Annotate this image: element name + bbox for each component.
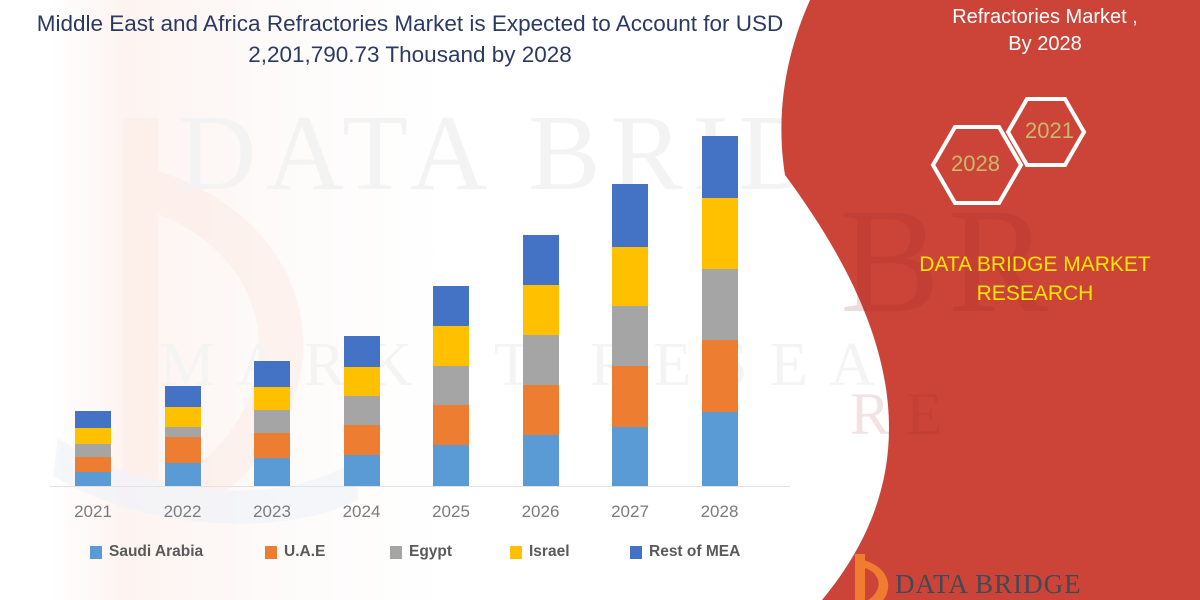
bar-segment-2026-israel: [522, 284, 559, 335]
red-panel-shape: [781, 0, 1200, 600]
bar-2023: [254, 361, 290, 486]
bar-segment-2021-restofmea: [75, 411, 111, 428]
bar-2028: [701, 135, 738, 486]
bar-segment-2027-egypt: [612, 306, 648, 366]
panel-watermark-small: RE: [850, 381, 959, 447]
footer-logo-title: DATA BRIDGE: [895, 569, 1082, 599]
bar-segment-2022-israel: [164, 407, 201, 428]
legend-swatch-icon: [630, 545, 642, 559]
x-tick-2028: 2028: [700, 502, 739, 521]
bar-2026: [522, 234, 559, 486]
bar-segment-2024-saudiarabia: [343, 455, 380, 486]
legend-item-saudiarabia[interactable]: Saudi Arabia: [90, 543, 203, 561]
legend-label: Rest of MEA: [649, 543, 741, 560]
legend-item-egypt[interactable]: Egypt: [390, 543, 452, 561]
bar-segment-2024-restofmea: [343, 336, 380, 368]
legend-swatch-icon: [265, 545, 277, 559]
data-bridge-b-logo-icon: [855, 554, 889, 600]
hexagon-2021-icon: [1005, 97, 1087, 167]
hexagon-2028-icon: [930, 125, 1024, 205]
legend-label: Israel: [529, 543, 570, 560]
page-title: Middle East and Africa Refractories Mark…: [30, 8, 790, 70]
brand-line-1: DATA BRIDGE MARKET: [919, 253, 1151, 276]
x-tick-2024: 2024: [342, 502, 381, 521]
panel-title: Refractories Market , By 2028: [900, 4, 1190, 58]
bar-segment-2022-egypt: [164, 427, 201, 438]
bar-segment-2026-egypt: [522, 334, 559, 385]
bar-segment-2021-uae: [75, 456, 111, 473]
bar-segment-2022-restofmea: [164, 386, 201, 408]
bar-2022: [164, 386, 201, 486]
bar-segment-2023-egypt: [254, 410, 290, 434]
bar-segment-2026-restofmea: [522, 234, 559, 285]
bar-segment-2025-uae: [433, 405, 469, 445]
legend-item-israel[interactable]: Israel: [510, 543, 570, 561]
legend-item-restofmea[interactable]: Rest of MEA: [630, 543, 740, 561]
bar-segment-2023-israel: [254, 387, 290, 411]
bar-segment-2024-israel: [343, 367, 380, 397]
legend-swatch-icon: [90, 545, 102, 559]
legend-label: U.A.E: [284, 543, 326, 560]
bar-segment-2026-saudiarabia: [522, 434, 559, 486]
bar-segment-2025-egypt: [433, 366, 469, 406]
page-title-line-2: for USD 2,201,790.73 Thousand by 2028: [248, 11, 784, 67]
bar-segment-2023-uae: [254, 433, 290, 459]
legend-label: Egypt: [409, 543, 453, 560]
stacked-bar-chart: 2021 2022 2023 2024 2025 2026 2027 2028: [50, 135, 790, 521]
legend-swatch-icon: [390, 545, 402, 559]
panel-title-line-2: By 2028: [1008, 33, 1082, 55]
bar-segment-2027-saudiarabia: [612, 427, 648, 486]
right-red-panel: BR RE Refractories Market , By 2028 2028…: [780, 0, 1200, 600]
x-tick-2022: 2022: [163, 502, 202, 521]
bar-segment-2022-uae: [164, 437, 201, 463]
brand-name: DATA BRIDGE MARKET RESEARCH: [880, 250, 1190, 308]
panel-watermark-big: BR: [840, 178, 1057, 344]
bar-segment-2027-israel: [612, 247, 648, 307]
legend-swatch-icon: [510, 545, 522, 559]
bar-segment-2025-saudiarabia: [433, 444, 469, 486]
bar-2025: [433, 286, 469, 486]
bar-segment-2025-israel: [433, 326, 469, 367]
chart-legend: Saudi Arabia U.A.E Egypt Israel Rest of MEA: [60, 540, 800, 564]
bar-segment-2028-restofmea: [701, 135, 738, 198]
hexagon-shapes-icon: [930, 97, 1087, 205]
footer-logo: DATA BRIDGE MARKET RESEARCH: [845, 536, 1081, 600]
bar-segment-2023-saudiarabia: [254, 458, 290, 486]
bar-segment-2024-egypt: [343, 396, 380, 426]
bar-segment-2021-egypt: [75, 444, 111, 457]
brand-line-2: RESEARCH: [976, 282, 1094, 305]
bar-segment-2025-restofmea: [433, 286, 469, 327]
bar-segment-2023-restofmea: [254, 361, 290, 388]
red-panel-content: BR RE Refractories Market , By 2028 2028…: [780, 0, 1200, 600]
panel-title-line-1: Refractories Market ,: [952, 6, 1138, 28]
bar-segment-2021-saudiarabia: [75, 472, 111, 486]
x-tick-2027: 2027: [611, 502, 649, 521]
x-tick-2026: 2026: [521, 502, 560, 521]
x-tick-2023: 2023: [253, 502, 291, 521]
bar-2024: [343, 336, 380, 486]
bar-2027: [612, 184, 648, 486]
legend-item-uae[interactable]: U.A.E: [265, 543, 325, 561]
x-tick-2025: 2025: [432, 502, 470, 521]
hexagon-group: 2028 2021: [900, 90, 1190, 240]
bar-segment-2028-saudiarabia: [701, 411, 738, 486]
bar-segment-2024-uae: [343, 425, 380, 456]
bar-segment-2027-uae: [612, 366, 648, 428]
x-tick-2021: 2021: [74, 502, 112, 521]
bar-segment-2021-israel: [75, 428, 111, 444]
legend-label: Saudi Arabia: [109, 543, 204, 560]
page-title-line-1: Middle East and Africa Refractories Mark…: [36, 11, 698, 36]
bar-2021: [75, 411, 111, 486]
bar-segment-2028-israel: [701, 197, 738, 269]
bar-segment-2028-uae: [701, 339, 738, 412]
bar-segment-2027-restofmea: [612, 184, 648, 248]
x-axis-line: [50, 486, 790, 487]
hexagon-2028-label: 2028: [951, 151, 1000, 176]
bar-segment-2028-egypt: [701, 268, 738, 340]
bar-segment-2026-uae: [522, 384, 559, 435]
bar-segment-2022-saudiarabia: [164, 463, 201, 486]
hexagon-2021-label: 2021: [1025, 118, 1074, 143]
